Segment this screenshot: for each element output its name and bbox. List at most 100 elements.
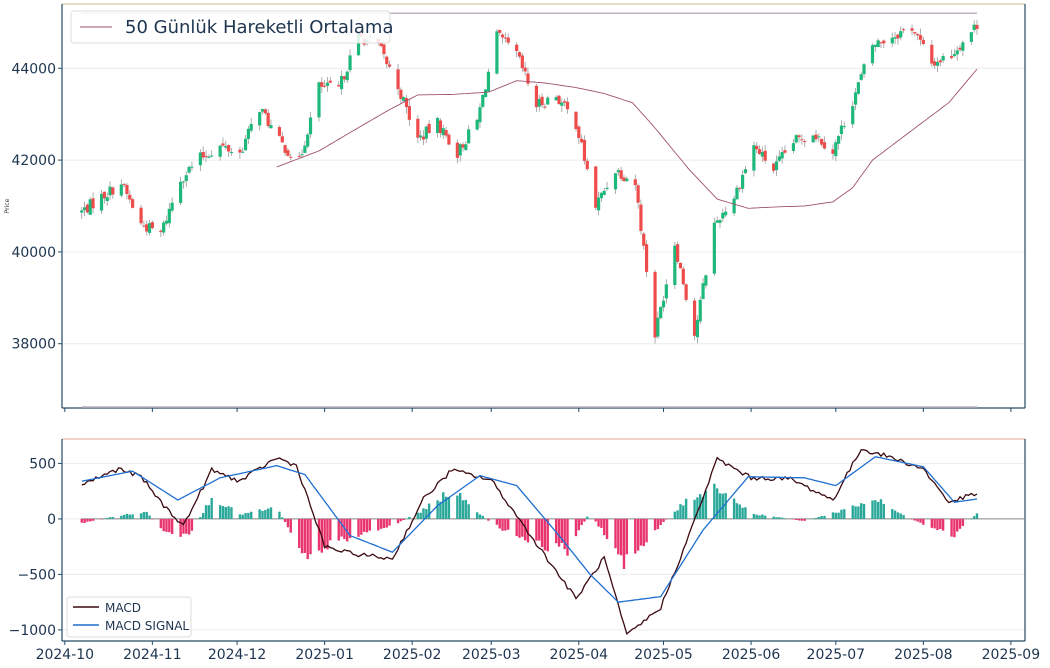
histogram-bar-negative <box>91 518 95 521</box>
histogram-bar-negative <box>543 518 547 551</box>
histogram-bar-positive <box>679 504 682 519</box>
histogram-bar-positive <box>230 507 233 519</box>
candle-up <box>99 193 104 211</box>
histogram-bar-positive <box>461 500 465 519</box>
xtick-label: 2025-03 <box>462 647 521 663</box>
histogram-bar-negative <box>326 518 329 550</box>
histogram-bar-positive <box>724 493 727 519</box>
histogram-bar-positive <box>761 514 764 519</box>
histogram-bar-negative <box>656 518 660 530</box>
xtick-label: 2025-01 <box>295 647 354 663</box>
candle-down <box>565 101 570 110</box>
candle-up <box>941 55 945 61</box>
xtick-label: 2025-09 <box>982 647 1041 663</box>
candle-up <box>218 145 222 157</box>
histogram-bar-negative <box>939 518 942 530</box>
histogram-bar-positive <box>972 516 976 519</box>
candle-up <box>339 75 344 90</box>
histogram-bar-positive <box>831 512 835 519</box>
candle-down <box>910 28 914 31</box>
histogram-bar-negative <box>941 518 945 531</box>
histogram-bar-positive <box>738 504 741 519</box>
histogram-bar-positive <box>436 500 439 519</box>
candle-down <box>142 225 146 227</box>
histogram-bar-positive <box>244 513 247 519</box>
histogram-bar-negative <box>165 518 168 532</box>
histogram-bar-negative <box>86 518 89 522</box>
histogram-bar-negative <box>523 518 527 541</box>
candle-down <box>639 204 643 231</box>
candle-down <box>515 44 519 52</box>
macd-ytick-label: −500 <box>18 567 56 583</box>
candle-up <box>952 54 956 57</box>
candle-up <box>464 144 468 150</box>
candle-down <box>619 170 623 179</box>
histogram-bar-negative <box>382 518 386 529</box>
histogram-bar-negative <box>583 518 586 522</box>
histogram-bar-positive <box>131 514 134 519</box>
histogram-bar-negative <box>190 518 194 531</box>
candle-up <box>210 155 214 157</box>
histogram-bar-positive <box>199 516 202 519</box>
histogram-bar-positive <box>834 512 837 519</box>
histogram-bar-positive <box>763 515 767 519</box>
candle-up <box>424 126 428 139</box>
histogram-bar-negative <box>396 518 400 524</box>
candle-down <box>901 29 906 31</box>
candle-up <box>484 89 488 98</box>
price-legend-label: 50 Günlük Hareketli Ortalama <box>125 17 393 38</box>
histogram-bar-positive <box>458 492 462 519</box>
candle-up <box>260 109 265 112</box>
histogram-bar-negative <box>634 518 637 554</box>
candle-down <box>263 109 267 114</box>
candle-up <box>656 317 660 337</box>
candle-down <box>111 187 115 195</box>
xtick-label: 2025-05 <box>634 647 693 663</box>
histogram-bar-negative <box>385 518 388 528</box>
histogram-bar-negative <box>329 518 332 541</box>
candle-down <box>139 207 143 224</box>
candle-down <box>681 268 685 285</box>
candle-down <box>930 44 934 64</box>
histogram-bar-positive <box>741 507 744 519</box>
histogram-bar-positive <box>684 498 688 519</box>
candle-up <box>258 112 262 126</box>
candle-up <box>777 156 781 161</box>
candle-up <box>695 319 700 338</box>
histogram-bar-negative <box>100 518 103 520</box>
candle-up <box>478 107 482 123</box>
histogram-bar-positive <box>814 517 818 519</box>
candle-down <box>159 230 163 233</box>
candle-down <box>800 139 804 141</box>
histogram-bar-negative <box>803 518 806 521</box>
macd-legend-label: MACD SIGNAL <box>105 619 189 633</box>
histogram-bar-positive <box>142 512 146 519</box>
candle-up <box>308 117 313 135</box>
candle-down <box>320 82 324 87</box>
candle-down <box>280 136 284 143</box>
candle-down <box>577 126 581 139</box>
candle-down <box>692 300 697 336</box>
price-panel: 38000 40000 42000 44000 Price 50 Günlük Harek… <box>4 3 1026 412</box>
histogram-bar-positive <box>735 503 739 519</box>
candle-down <box>447 134 451 145</box>
candle-up <box>794 135 798 143</box>
candle-down <box>896 34 900 39</box>
candle-down <box>772 163 776 171</box>
macd-panel: 500 0 −500 −1000 2024-10 2024-11 2024-12 2025-0… <box>9 438 1041 663</box>
candle-down <box>822 142 827 149</box>
histogram-bar-negative <box>795 518 798 520</box>
candle-down <box>916 33 920 36</box>
histogram-bar-positive <box>783 518 787 519</box>
candle-up <box>179 181 183 203</box>
histogram-bar-negative <box>597 518 600 527</box>
histogram-bar-positive <box>266 508 270 519</box>
candle-up <box>241 151 245 153</box>
histogram-bar-negative <box>159 518 163 529</box>
histogram-bar-positive <box>676 510 679 519</box>
histogram-bar-negative <box>662 518 665 522</box>
histogram-bar-negative <box>83 518 86 523</box>
histogram-bar-negative <box>577 518 581 531</box>
candle-down <box>404 98 409 108</box>
